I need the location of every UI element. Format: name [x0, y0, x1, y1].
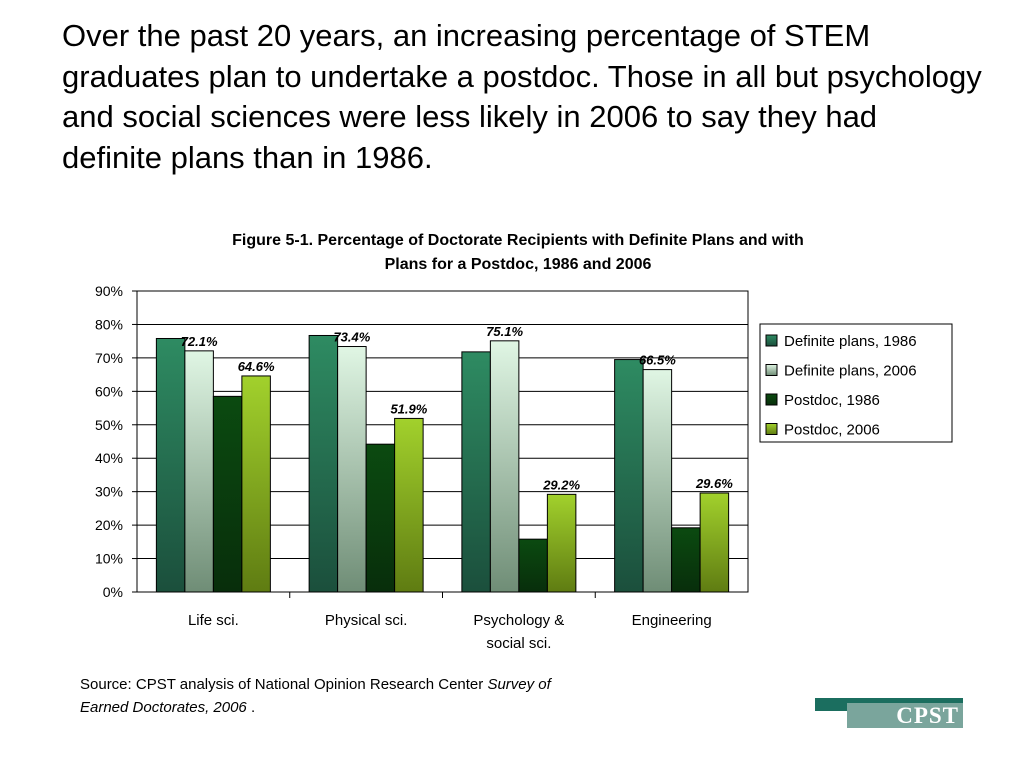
data-label: 51.9%	[390, 401, 427, 416]
y-tick-label: 70%	[95, 350, 123, 366]
source-italic-line-2: Earned Doctorates, 2006	[80, 699, 247, 716]
x-tick-label: Psychology &	[473, 612, 564, 629]
y-tick-label: 40%	[95, 450, 123, 466]
bar	[241, 375, 271, 593]
bar	[489, 340, 520, 593]
legend-entry: Definite plans, 2006	[784, 363, 917, 380]
x-tick-label: Physical sci.	[325, 612, 408, 629]
bar	[614, 359, 644, 593]
y-tick-label: 50%	[95, 417, 123, 433]
bar	[518, 538, 548, 593]
bar	[699, 492, 730, 593]
data-label: 72.1%	[181, 334, 218, 349]
y-tick-label: 20%	[95, 517, 123, 533]
legend-entry: Definite plans, 1986	[784, 333, 917, 350]
y-tick-label: 80%	[95, 316, 123, 332]
logo-text: CPST	[847, 703, 963, 728]
bar	[365, 443, 396, 593]
data-label: 64.6%	[238, 359, 275, 374]
legend	[759, 323, 953, 443]
bar	[394, 417, 424, 593]
y-tick-label: 90%	[95, 283, 123, 299]
bar	[184, 350, 214, 593]
headline: Over the past 20 years, an increasing pe…	[62, 18, 982, 175]
x-tick-label: social sci.	[486, 635, 551, 652]
figure-title-line-2: Plans for a Postdoc, 1986 and 2006	[384, 256, 652, 273]
x-tick-label: Engineering	[632, 612, 712, 629]
bar	[461, 351, 491, 593]
data-label: 66.5%	[639, 353, 676, 368]
legend-swatch	[765, 334, 778, 347]
cpst-logo: CPST	[815, 698, 963, 728]
figure-title: Figure 5-1. Percentage of Doctorate Reci…	[140, 229, 896, 277]
data-label: 29.2%	[542, 477, 580, 492]
bar	[546, 493, 577, 593]
source-prefix: Source: CPST analysis of National Opinio…	[80, 676, 488, 693]
bar	[212, 395, 243, 593]
legend-entry: Postdoc, 2006	[784, 422, 880, 439]
y-tick-label: 60%	[95, 383, 123, 399]
y-tick-label: 0%	[103, 584, 123, 600]
figure-title-line-1: Figure 5-1. Percentage of Doctorate Reci…	[232, 232, 804, 249]
source-note: Source: CPST analysis of National Opinio…	[80, 673, 680, 719]
data-label: 75.1%	[486, 324, 523, 339]
bar	[155, 337, 186, 593]
y-tick-label: 30%	[95, 484, 123, 500]
data-label: 29.6%	[695, 476, 733, 491]
source-suffix: .	[246, 699, 256, 716]
legend-swatch	[765, 393, 778, 406]
legend-swatch	[765, 364, 778, 376]
legend-swatch	[765, 423, 778, 435]
bar	[308, 334, 339, 593]
bar	[337, 346, 367, 593]
source-italic-line-1: Survey of	[487, 676, 551, 693]
bar	[671, 527, 701, 593]
legend-entry: Postdoc, 1986	[784, 392, 880, 409]
x-tick-label: Life sci.	[188, 612, 239, 629]
data-label: 73.4%	[333, 330, 370, 345]
y-tick-label: 10%	[95, 551, 123, 567]
bar	[642, 369, 673, 593]
